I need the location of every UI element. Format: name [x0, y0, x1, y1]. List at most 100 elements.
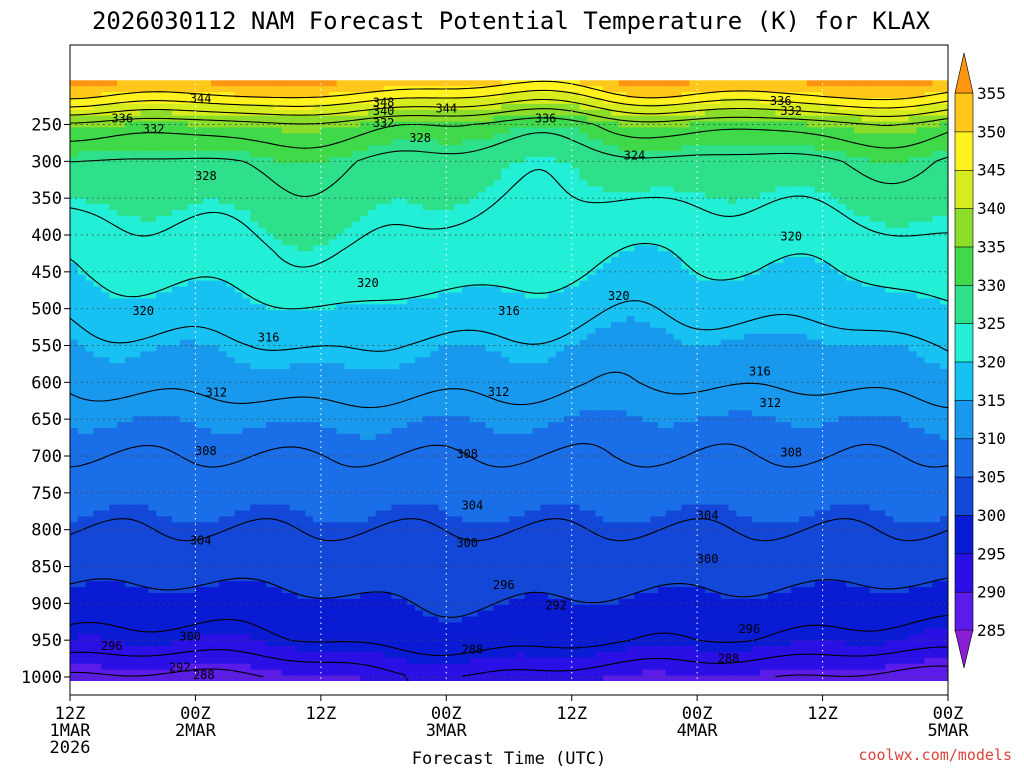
contour-label: 308 [195, 444, 217, 458]
contour-fill-cell [501, 433, 510, 523]
contour-fill-cell [610, 92, 620, 105]
contour-fill-cell [101, 357, 110, 429]
contour-fill-cell [156, 121, 165, 152]
contour-fill-cell [109, 92, 118, 105]
contour-fill-cell [399, 304, 408, 364]
contour-fill-cell [532, 92, 541, 105]
contour-fill-cell [124, 504, 134, 588]
contour-fill-cell [430, 139, 440, 211]
y-tick-label: 700 [31, 447, 62, 467]
contour-fill-cell [250, 127, 259, 158]
contour-fill-cell [117, 215, 126, 299]
contour-fill-cell [767, 669, 777, 681]
contour-fill-cell [124, 80, 134, 93]
contour-fill-cell [493, 133, 502, 182]
contour-fill-cell [297, 422, 306, 512]
contour-fill-cell [360, 304, 369, 370]
contour-fill-cell [509, 657, 518, 681]
contour-fill-cell [704, 109, 714, 123]
contour-fill-cell [908, 292, 918, 352]
contour-fill-cell [814, 640, 824, 671]
contour-fill-cell [657, 151, 667, 187]
contour-fill-cell [140, 92, 149, 105]
contour-fill-cell [689, 121, 698, 146]
contour-fill-cell [885, 640, 894, 665]
contour-fill-cell [477, 522, 487, 612]
contour-fill-cell [799, 516, 808, 588]
contour-fill-cell [783, 92, 792, 105]
contour-fill-cell [556, 351, 565, 423]
contour-fill-cell [595, 410, 604, 518]
contour-fill-cell [352, 675, 361, 681]
contour-fill-cell [893, 663, 902, 681]
contour-label: 320 [132, 304, 154, 318]
contour-fill-cell [728, 410, 737, 512]
contour-fill-cell [689, 103, 698, 117]
contour-fill-cell [454, 80, 463, 87]
contour-fill-cell [908, 221, 918, 294]
contour-fill-cell [712, 109, 722, 123]
contour-fill-cell [618, 251, 628, 323]
contour-fill-cell [893, 522, 902, 594]
contour-fill-cell [712, 145, 722, 199]
contour-fill-cell [407, 80, 416, 87]
contour-label: 288 [462, 643, 484, 657]
contour-fill-cell [791, 145, 800, 187]
contour-fill-cell [650, 669, 659, 681]
contour-fill-cell [940, 628, 948, 659]
contour-fill-cell [736, 516, 745, 600]
contour-fill-cell [477, 121, 487, 140]
contour-fill-cell [77, 127, 87, 152]
contour-fill-cell [101, 92, 110, 105]
contour-fill-cell [712, 80, 722, 93]
contour-fill-cell [218, 516, 228, 582]
contour-fill-cell [908, 97, 918, 111]
contour-fill-cell [77, 634, 87, 665]
contour-fill-cell [469, 657, 479, 681]
contour-fill-cell [603, 327, 612, 411]
contour-fill-cell [791, 333, 800, 429]
contour-fill-cell [665, 587, 675, 647]
contour-fill-cell [281, 369, 291, 423]
contour-fill-cell [806, 145, 816, 187]
contour-fill-cell [195, 204, 204, 282]
contour-fill-cell [940, 304, 948, 370]
contour-fill-cell [603, 121, 612, 146]
contour-fill-cell [791, 80, 800, 93]
contour-fill-cell [689, 675, 698, 681]
contour-fill-cell [720, 598, 730, 653]
contour-fill-cell [509, 162, 518, 294]
contour-fill-cell [900, 97, 910, 111]
contour-fill-cell [195, 115, 204, 129]
colorbar-label: 320 [977, 353, 1006, 372]
contour-fill-cell [806, 186, 816, 258]
contour-fill-cell [516, 162, 526, 294]
contour-fill-cell [265, 504, 275, 588]
contour-fill-cell [313, 522, 322, 600]
contour-fill-cell [258, 428, 267, 506]
colorbar-segment [954, 361, 974, 401]
contour-fill-cell [548, 156, 557, 294]
contour-fill-cell [524, 127, 534, 158]
contour-fill-cell [673, 257, 683, 341]
contour-fill-cell [759, 416, 769, 523]
contour-fill-cell [156, 215, 165, 294]
contour-fill-cell [618, 522, 628, 600]
contour-fill-cell [587, 80, 596, 87]
contour-fill-cell [924, 363, 933, 435]
contour-fill-cell [940, 657, 948, 681]
contour-fill-cell [657, 80, 667, 87]
contour-fill-cell [218, 80, 228, 87]
contour-fill-cell [438, 622, 447, 665]
contour-fill-cell [375, 109, 385, 123]
contour-fill-cell [109, 298, 118, 364]
contour-fill-cell [501, 357, 510, 435]
contour-fill-cell [352, 522, 361, 600]
contour-fill-cell [571, 286, 581, 347]
contour-fill-cell [360, 439, 369, 523]
contour-fill-cell [885, 227, 894, 294]
contour-fill-cell [446, 121, 455, 146]
chart-title: 2026030112 NAM Forecast Potential Temper… [92, 7, 931, 35]
contour-fill-cell [148, 351, 157, 417]
contour-fill-cell [610, 103, 620, 117]
